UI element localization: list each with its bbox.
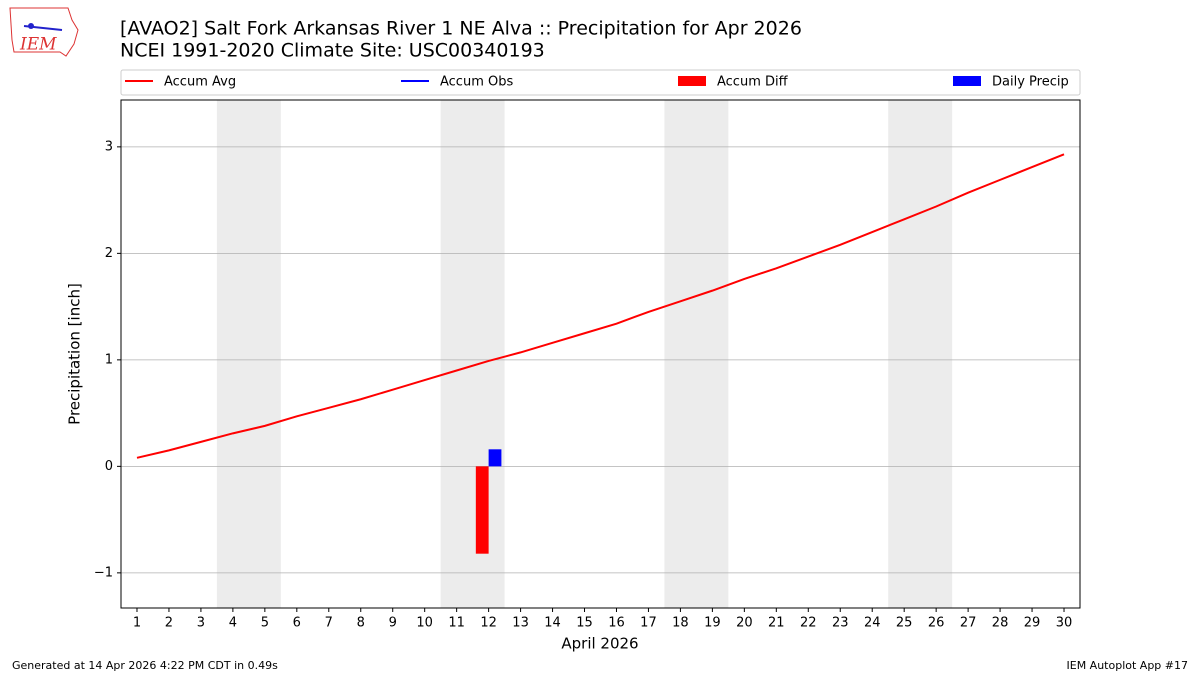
legend-label: Daily Precip [992, 75, 1069, 90]
bar [488, 449, 502, 467]
weekend-shade [664, 100, 729, 608]
y-tick-label: 2 [105, 246, 113, 261]
x-tick-label: 12 [480, 616, 497, 631]
x-tick-label: 8 [357, 616, 365, 631]
plot-frame [120, 99, 1081, 609]
chart-subtitle: NCEI 1991-2020 Climate Site: USC00340193 [120, 40, 545, 62]
x-tick-label: 11 [448, 616, 465, 631]
x-tick-label: 4 [229, 616, 237, 631]
legend-label: Accum Diff [717, 75, 789, 90]
logo-text: IEM [19, 35, 57, 55]
series-line [136, 153, 1065, 459]
footer-right: IEM Autoplot App #17 [1067, 659, 1189, 672]
x-tick-label: 15 [576, 616, 593, 631]
chart-title: [AVAO2] Salt Fork Arkansas River 1 NE Al… [120, 18, 802, 40]
logo: IEM [9, 7, 79, 57]
x-tick-label: 17 [640, 616, 657, 631]
x-tick-label: 20 [736, 616, 753, 631]
x-tick-label: 2 [165, 616, 173, 631]
legend-swatch [953, 76, 981, 86]
x-tick-label: 26 [928, 616, 945, 631]
x-tick-label: 23 [832, 616, 849, 631]
x-tick-label: 28 [992, 616, 1009, 631]
x-tick-label: 25 [896, 616, 913, 631]
y-tick-label: 1 [105, 352, 113, 367]
x-tick-label: 27 [960, 616, 977, 631]
bar [475, 466, 489, 554]
x-tick-label: 18 [672, 616, 689, 631]
x-tick-label: 5 [261, 616, 269, 631]
weekend-shade [888, 100, 953, 608]
y-tick-label: 0 [105, 459, 113, 474]
x-tick-label: 19 [704, 616, 721, 631]
x-tick-label: 21 [768, 616, 785, 631]
y-axis-label: Precipitation [inch] [66, 283, 84, 425]
x-tick-label: 10 [416, 616, 433, 631]
x-tick-label: 29 [1024, 616, 1041, 631]
x-tick-label: 7 [325, 616, 333, 631]
y-tick-label: 3 [105, 139, 113, 154]
x-tick-label: 14 [544, 616, 561, 631]
footer-left: Generated at 14 Apr 2026 4:22 PM CDT in … [12, 659, 278, 672]
legend-label: Accum Obs [440, 75, 513, 90]
x-tick-label: 6 [293, 616, 301, 631]
x-tick-label: 3 [197, 616, 205, 631]
x-tick-label: 1 [133, 616, 141, 631]
x-tick-label: 9 [389, 616, 397, 631]
legend-label: Accum Avg [164, 75, 236, 90]
legend-box [120, 69, 1081, 96]
y-tick-label: −1 [94, 565, 113, 580]
legend-swatch [678, 76, 706, 86]
x-axis-label: April 2026 [561, 635, 638, 653]
weekend-shade [440, 100, 505, 608]
x-tick-label: 30 [1056, 616, 1073, 631]
x-tick-label: 13 [512, 616, 529, 631]
x-tick-label: 16 [608, 616, 625, 631]
weekend-shade [216, 100, 281, 608]
x-tick-label: 24 [864, 616, 881, 631]
x-tick-label: 22 [800, 616, 817, 631]
